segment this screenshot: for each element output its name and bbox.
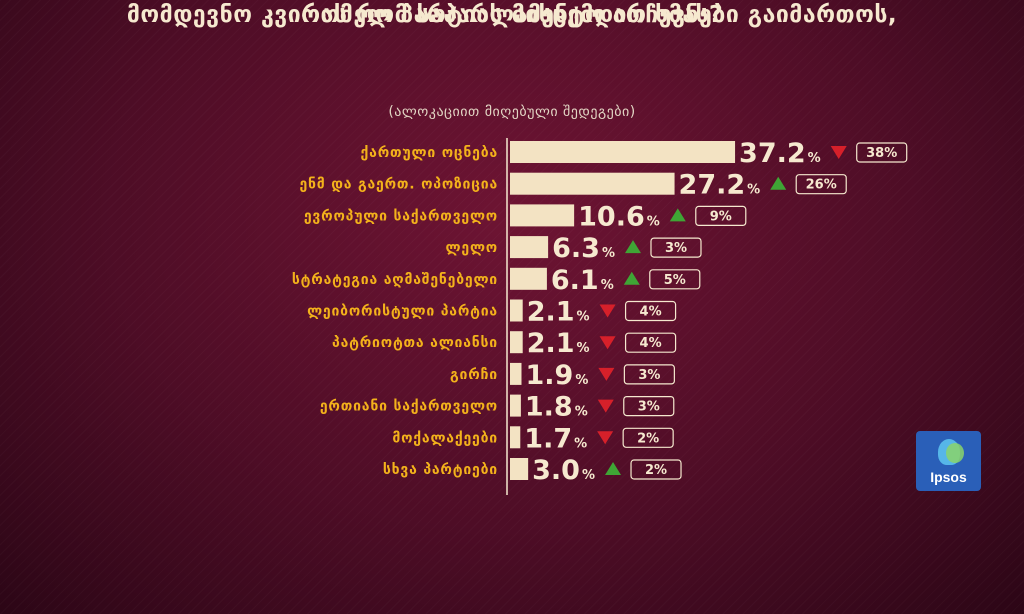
logo-accent-shape — [946, 443, 964, 463]
percent-sign: % — [577, 341, 590, 356]
previous-result-value: 9% — [710, 209, 732, 224]
value-label: 6.3 — [552, 233, 600, 264]
percent-sign: % — [808, 151, 821, 166]
previous-result-value: 4% — [640, 336, 662, 351]
category-label: პატრიოტთა ალიანსი — [332, 335, 498, 351]
previous-result-value: 3% — [665, 241, 687, 256]
category-label: მოქალაქეები — [392, 430, 498, 446]
percent-sign: % — [747, 183, 760, 198]
bar — [510, 236, 549, 259]
category-label: სხვა პარტიები — [383, 462, 498, 478]
category-label: ქართული ოცნება — [361, 145, 498, 161]
percent-sign: % — [601, 278, 614, 293]
logo-text: Ipsos — [930, 469, 967, 485]
previous-result-box — [856, 142, 908, 163]
previous-result-box — [630, 459, 682, 480]
percent-sign: % — [602, 246, 615, 261]
percent-sign: % — [647, 214, 660, 229]
previous-result-box — [649, 269, 701, 290]
value-label: 3.0 — [532, 455, 580, 486]
category-label: გირჩი — [450, 367, 498, 383]
value-label: 1.8 — [525, 392, 573, 423]
bar — [510, 172, 675, 195]
previous-result-value: 3% — [638, 368, 660, 383]
percent-sign: % — [574, 436, 587, 451]
percent-sign: % — [582, 468, 595, 483]
bar — [510, 141, 736, 163]
previous-result-box — [795, 174, 847, 195]
bar — [510, 426, 521, 449]
value-label: 6.1 — [551, 265, 599, 296]
previous-result-value: 38% — [866, 146, 897, 161]
category-label: ევროპული საქართველო — [304, 208, 498, 224]
trend-down-icon — [598, 367, 615, 381]
ipsos-logo: Ipsos — [916, 431, 981, 491]
previous-result-value: 5% — [664, 273, 686, 288]
bar — [510, 299, 523, 322]
trend-down-icon — [597, 431, 614, 445]
category-label: ენმ და გაერთ. ოპოზიცია — [299, 177, 498, 193]
previous-result-box — [695, 205, 747, 226]
percent-sign: % — [575, 373, 588, 388]
chart-title-line-2: რომელ პარტიას მისცემდით ხმას? — [301, 2, 723, 28]
bar — [510, 362, 522, 385]
value-label: 10.6 — [578, 201, 645, 232]
previous-result-box — [623, 364, 675, 385]
bar — [510, 267, 547, 290]
previous-result-value: 3% — [638, 400, 660, 415]
previous-result-value: 4% — [640, 305, 662, 320]
category-label: ლეიბორისტული პარტია — [307, 304, 498, 320]
trend-up-icon — [624, 240, 641, 254]
previous-result-value: 2% — [637, 431, 659, 446]
trend-up-icon — [669, 208, 686, 222]
chart-title-line-1: მომდევნო კვირას რომ საპარლამენტო არჩევნე… — [126, 2, 898, 28]
value-label: 1.7 — [524, 423, 572, 454]
previous-result-value: 26% — [806, 178, 837, 193]
percent-sign: % — [577, 310, 590, 325]
previous-result-value: 2% — [645, 463, 667, 478]
trend-down-icon — [830, 146, 847, 159]
trend-down-icon — [599, 336, 616, 350]
value-label: 27.2 — [679, 170, 746, 201]
bar — [510, 331, 523, 354]
bar — [510, 394, 521, 417]
trend-up-icon — [770, 176, 787, 190]
chart-subtitle: (ალოკაციით მიღებული შედეგები) — [388, 104, 636, 120]
value-label: 2.1 — [527, 328, 575, 359]
previous-result-box — [622, 427, 674, 448]
trend-down-icon — [599, 304, 616, 318]
bar — [510, 458, 529, 480]
value-label: 1.9 — [525, 360, 573, 391]
trend-down-icon — [597, 399, 614, 413]
category-label: სტრატეგია აღმაშენებელი — [292, 272, 498, 288]
percent-sign: % — [575, 405, 588, 420]
bar — [510, 204, 575, 227]
trend-up-icon — [623, 271, 640, 285]
value-label: 2.1 — [527, 297, 575, 328]
previous-result-box — [623, 396, 675, 417]
category-label: ლელო — [446, 240, 498, 256]
previous-result-box — [624, 332, 677, 353]
previous-result-box — [624, 300, 677, 322]
category-label: ერთიანი საქართველო — [320, 399, 498, 415]
trend-up-icon — [605, 462, 622, 475]
previous-result-box — [650, 237, 702, 258]
value-label: 37.2 — [739, 138, 806, 169]
